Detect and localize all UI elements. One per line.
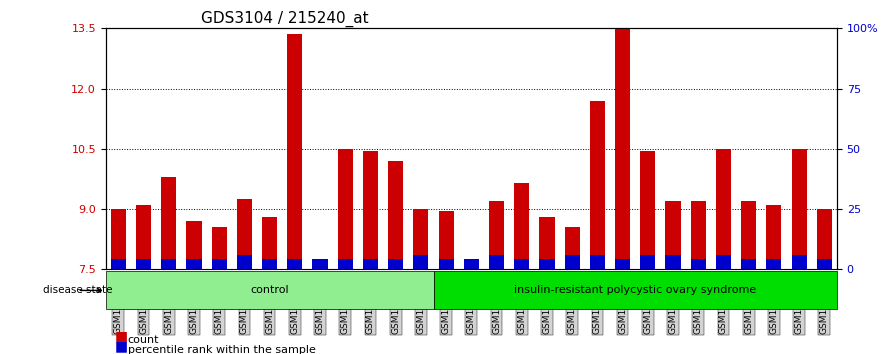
Bar — [413, 209, 428, 269]
Text: count: count — [128, 335, 159, 345]
Bar — [539, 259, 554, 269]
Text: ■: ■ — [115, 339, 128, 353]
Bar — [313, 266, 328, 269]
Bar — [389, 161, 403, 269]
Text: control: control — [250, 285, 289, 296]
Bar — [691, 259, 706, 269]
Text: disease state: disease state — [42, 285, 112, 296]
FancyBboxPatch shape — [106, 272, 433, 309]
Bar — [287, 34, 302, 269]
Bar — [665, 255, 681, 269]
Bar — [716, 149, 731, 269]
Bar — [237, 199, 252, 269]
Text: percentile rank within the sample: percentile rank within the sample — [128, 346, 315, 354]
Bar — [211, 227, 226, 269]
Bar — [515, 183, 529, 269]
Text: GDS3104 / 215240_at: GDS3104 / 215240_at — [201, 11, 368, 27]
Bar — [741, 201, 756, 269]
Bar — [615, 28, 630, 269]
Bar — [640, 255, 655, 269]
Bar — [766, 205, 781, 269]
Bar — [515, 259, 529, 269]
Bar — [187, 259, 202, 269]
Bar — [111, 209, 126, 269]
Bar — [489, 255, 504, 269]
Bar — [363, 151, 378, 269]
FancyBboxPatch shape — [433, 272, 837, 309]
Text: ■: ■ — [115, 329, 128, 343]
Bar — [463, 259, 479, 269]
Bar — [262, 259, 278, 269]
Bar — [161, 177, 176, 269]
Bar — [337, 149, 352, 269]
Bar — [287, 259, 302, 269]
Bar — [565, 255, 580, 269]
Bar — [615, 259, 630, 269]
Bar — [389, 259, 403, 269]
Bar — [766, 259, 781, 269]
Bar — [817, 259, 832, 269]
Bar — [439, 211, 454, 269]
Bar — [187, 221, 202, 269]
Bar — [565, 227, 580, 269]
Bar — [111, 259, 126, 269]
Bar — [716, 255, 731, 269]
Bar — [640, 151, 655, 269]
Bar — [791, 149, 807, 269]
Bar — [337, 259, 352, 269]
Bar — [539, 217, 554, 269]
Bar — [136, 205, 152, 269]
Bar — [665, 201, 681, 269]
Bar — [791, 255, 807, 269]
Bar — [691, 201, 706, 269]
Bar — [590, 101, 605, 269]
Bar — [161, 259, 176, 269]
Bar — [363, 259, 378, 269]
Bar — [741, 259, 756, 269]
Bar — [489, 201, 504, 269]
Bar — [463, 259, 479, 269]
Bar — [211, 259, 226, 269]
Bar — [817, 209, 832, 269]
Text: insulin-resistant polycystic ovary syndrome: insulin-resistant polycystic ovary syndr… — [515, 285, 757, 296]
Bar — [136, 259, 152, 269]
Bar — [590, 255, 605, 269]
Bar — [237, 255, 252, 269]
Bar — [439, 259, 454, 269]
Bar — [413, 255, 428, 269]
Bar — [313, 259, 328, 269]
Bar — [262, 217, 278, 269]
